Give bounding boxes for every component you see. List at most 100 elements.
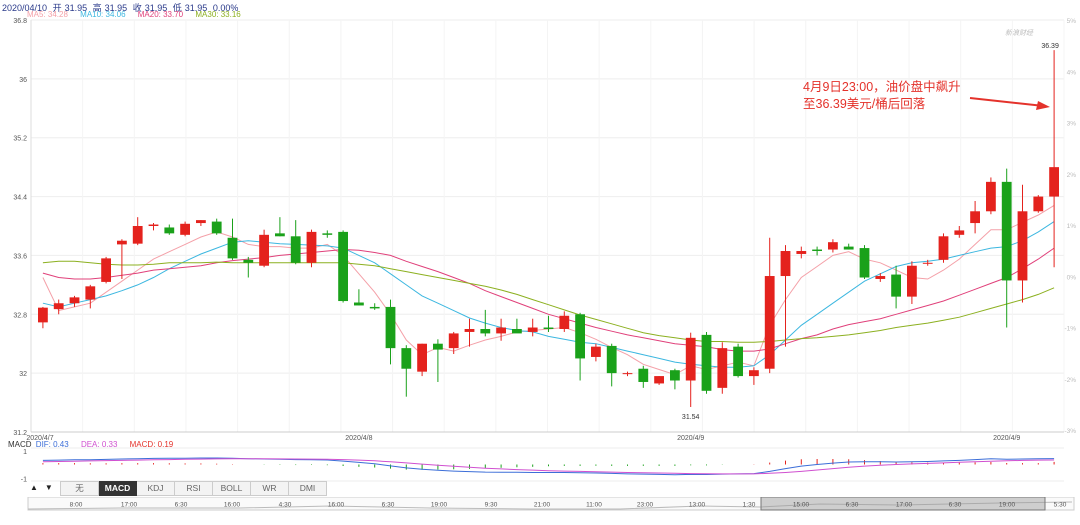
candle-body <box>85 286 96 300</box>
candle-body <box>606 345 617 374</box>
navigator-selection[interactable] <box>760 497 1046 511</box>
price-annotation: 4月9日23:00，油价盘中飙升 至36.39美元/桶后回落 <box>803 79 961 113</box>
candle-body <box>433 343 443 350</box>
candle-body <box>543 327 554 329</box>
candle-body <box>638 368 649 382</box>
candle-body <box>196 220 206 224</box>
y-tick-label: 32 <box>19 371 27 378</box>
candle-body <box>1017 211 1028 281</box>
time-axis-label: 11:00 <box>586 502 602 509</box>
candle-body <box>496 327 506 334</box>
candle-body <box>859 248 870 278</box>
date-label: 2020/4/9 <box>993 435 1020 442</box>
time-axis-label: 8:00 <box>70 502 83 509</box>
candle-body <box>69 297 80 304</box>
pct-tick-label: -3% <box>1064 428 1076 435</box>
time-axis-label: 21:00 <box>534 502 551 509</box>
time-axis-label: 15:00 <box>793 502 810 509</box>
candle-body <box>591 346 601 357</box>
dea-line <box>42 458 1055 475</box>
candle-body <box>53 303 64 310</box>
header-date: 2020/04/10 <box>2 3 48 13</box>
candle-body <box>385 306 396 349</box>
candle-body <box>211 221 222 234</box>
ma20-legend: MA20: 33.70 <box>137 10 184 19</box>
close-value: 31.95 <box>144 3 168 13</box>
candle-body <box>243 259 254 263</box>
candle-body <box>685 337 696 381</box>
time-axis-label: 19:00 <box>431 502 448 509</box>
candle-body <box>891 274 901 297</box>
candle-body <box>180 223 190 235</box>
macd-value-legend: MACD: 0.19 <box>129 440 174 449</box>
annotation-arrow-line <box>969 97 1045 107</box>
candle-body <box>512 329 522 334</box>
candle-body <box>1001 181 1012 281</box>
ma-line-ma10 <box>42 221 1055 368</box>
tab-macd[interactable]: MACD <box>99 481 137 496</box>
candle-body <box>733 346 743 377</box>
low-label: 低 <box>172 3 182 13</box>
tab-kdj[interactable]: KDJ <box>137 481 175 496</box>
tab-rsi[interactable]: RSI <box>175 481 213 496</box>
candle-body <box>132 226 143 244</box>
candle-body <box>938 236 949 260</box>
candle-body <box>417 343 427 372</box>
time-axis-label: 6:30 <box>382 502 395 509</box>
high-price-label: 36.39 <box>1041 43 1059 50</box>
candle-body <box>922 262 933 264</box>
y-tick-label: 36 <box>19 77 27 84</box>
candle-body <box>764 276 775 369</box>
candle-body <box>448 333 459 349</box>
ma-line-ma30 <box>42 260 1055 343</box>
candle-body <box>749 370 759 377</box>
dea-legend: DEA: 0.33 <box>80 440 118 449</box>
candle-body <box>117 240 127 245</box>
dif-legend: DIF: 0.43 <box>35 440 69 449</box>
date-label: 2020/4/7 <box>26 435 53 442</box>
candle-body <box>401 348 412 369</box>
candle-body <box>654 376 664 384</box>
candle-body <box>101 258 111 282</box>
time-axis-label: 19:00 <box>999 502 1016 509</box>
candle-body <box>780 251 791 277</box>
time-axis-label: 4:30 <box>279 502 292 509</box>
arrow-down-icon[interactable]: ▼ <box>44 483 53 492</box>
pct-tick-label: 5% <box>1067 18 1077 25</box>
annotation-line-1: 4月9日23:00，油价盘中飙升 <box>803 80 961 94</box>
time-axis-label: 6:30 <box>949 502 962 509</box>
pct-tick-label: 1% <box>1067 223 1077 230</box>
low-price-label: 31.54 <box>682 414 700 421</box>
tab-dmi[interactable]: DMI <box>289 481 327 496</box>
candle-body <box>354 302 364 306</box>
dif-line <box>42 457 1055 476</box>
time-axis-label: 16:00 <box>224 502 241 509</box>
pct-tick-label: -2% <box>1064 377 1076 384</box>
candle-body <box>322 233 333 235</box>
time-axis-label: 17:00 <box>121 502 138 509</box>
candle-body <box>812 249 822 252</box>
arrow-up-icon[interactable]: ▲ <box>30 483 38 492</box>
annotation-arrow-head <box>1036 101 1050 110</box>
tab-boll[interactable]: BOLL <box>213 481 251 496</box>
macd-legend: MACD DIF: 0.43 DEA: 0.33 MACD: 0.19 <box>8 440 183 449</box>
tab-wr[interactable]: WR <box>251 481 289 496</box>
y-tick-label: 35.2 <box>13 136 27 143</box>
macd-title: MACD <box>8 440 32 449</box>
high-value: 31.95 <box>104 3 128 13</box>
time-axis-label: 23:00 <box>637 502 654 509</box>
candle-body <box>717 348 728 388</box>
date-label: 2020/4/8 <box>345 435 372 442</box>
tab-无[interactable]: 无 <box>60 481 99 496</box>
candle-body <box>148 224 159 226</box>
candle-body <box>875 276 886 279</box>
candle-body <box>796 251 807 254</box>
ma10-legend: MA10: 34.06 <box>80 10 126 19</box>
y-tick-label: 34.4 <box>13 195 27 202</box>
ohlc-header: 2020/04/10 开 31.95 高 31.95 收 31.95 低 31.95 0… <box>2 1 241 14</box>
ma30-legend: MA30: 33.16 <box>195 10 241 19</box>
candle-body <box>701 334 712 391</box>
candle-body <box>38 307 48 323</box>
high-label: 高 <box>92 3 102 13</box>
time-navigator: 8:00 17:00 6:30 16:00 4:30 16:00 6:30 19:00 9:30… <box>27 497 1075 511</box>
